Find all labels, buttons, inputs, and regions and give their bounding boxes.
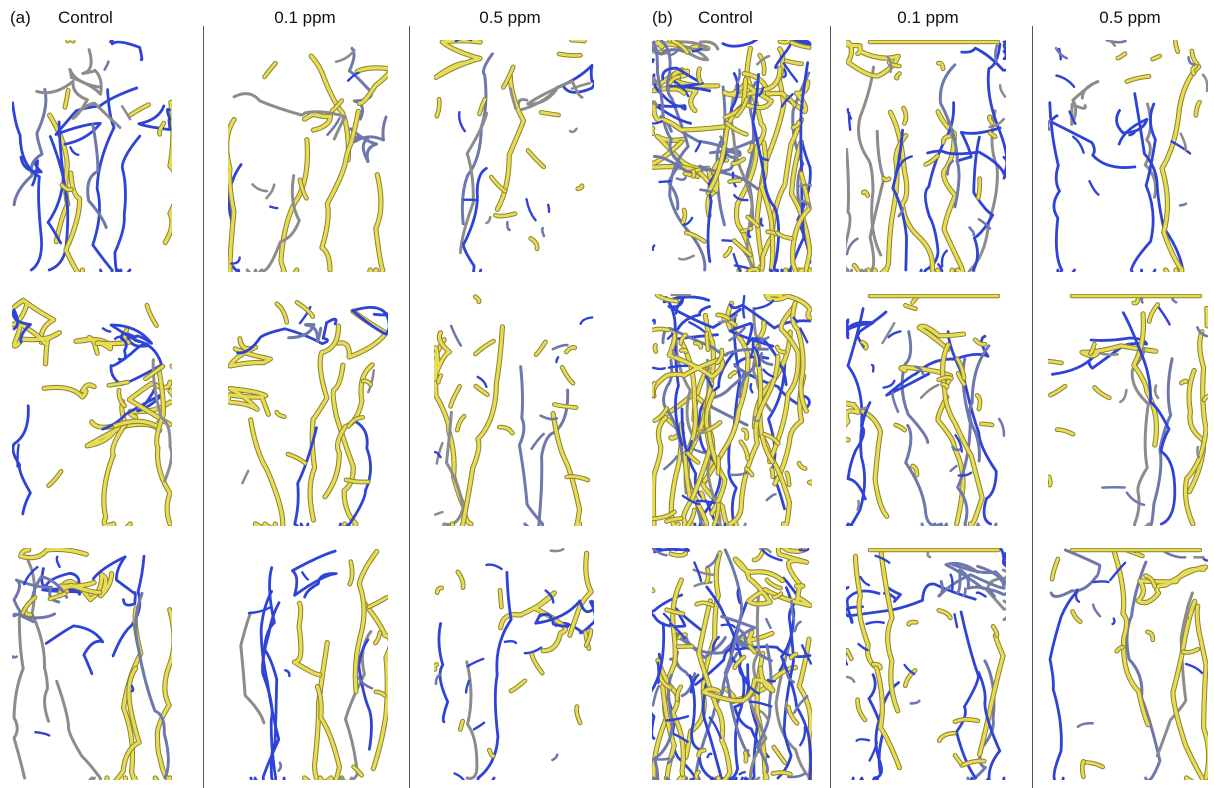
scan-a-control-row2 — [12, 294, 172, 526]
scan-a-control-row3 — [12, 548, 172, 780]
root-tracing — [846, 40, 1006, 272]
scan-a-05ppm-row1 — [434, 40, 594, 272]
root-tracing — [434, 294, 594, 526]
panel-b-col-control-heading: Control — [698, 8, 753, 27]
panel-a-divider-1 — [203, 26, 204, 788]
root-tracing — [1048, 294, 1208, 526]
root-tracing — [12, 40, 172, 272]
panel-b-col-0.1ppm-heading: 0.1 ppm — [897, 8, 959, 27]
root-tracing — [228, 46, 388, 272]
root-tracing — [434, 40, 594, 272]
panel-b-label: (b) — [652, 8, 673, 27]
root-tracing — [652, 548, 812, 780]
root-tracing — [239, 549, 388, 780]
panel-a-label: (a) — [10, 8, 31, 27]
panel-a-col-0.5ppm-heading: 0.5 ppm — [479, 8, 541, 27]
scan-b-01ppm-row1 — [846, 40, 1006, 272]
root-tracing — [434, 548, 594, 780]
panel-b-divider-1 — [830, 26, 831, 788]
scan-a-05ppm-row2 — [434, 294, 594, 526]
root-tracing — [846, 294, 1006, 526]
scan-b-control-row1 — [652, 40, 812, 272]
root-tracing — [1048, 40, 1208, 272]
scan-b-05ppm-row2 — [1048, 294, 1208, 526]
scan-a-01ppm-row3 — [228, 548, 388, 780]
root-tracing — [1048, 548, 1208, 780]
root-tracing — [12, 297, 172, 526]
scan-a-01ppm-row1 — [228, 40, 388, 272]
root-tracing — [228, 300, 388, 526]
root-tracing — [652, 40, 812, 272]
scan-a-01ppm-row2 — [228, 294, 388, 526]
scan-b-01ppm-row2 — [846, 294, 1006, 526]
scan-a-control-row1 — [12, 40, 172, 272]
scan-b-05ppm-row3 — [1048, 548, 1208, 780]
root-tracing — [846, 548, 1006, 780]
root-tracing — [12, 548, 172, 780]
scan-b-control-row3 — [652, 548, 812, 780]
panel-a-col-0.1ppm-heading: 0.1 ppm — [274, 8, 336, 27]
panel-a-divider-2 — [409, 26, 410, 788]
panel-a-col-control-heading: Control — [58, 8, 113, 27]
scan-b-05ppm-row1 — [1048, 40, 1208, 272]
scan-b-01ppm-row3 — [846, 548, 1006, 780]
scan-b-control-row2 — [652, 294, 812, 526]
panel-b-col-0.5ppm-heading: 0.5 ppm — [1099, 8, 1161, 27]
root-tracing — [652, 294, 812, 526]
panel-b-divider-2 — [1032, 26, 1033, 788]
scan-a-05ppm-row3 — [434, 548, 594, 780]
